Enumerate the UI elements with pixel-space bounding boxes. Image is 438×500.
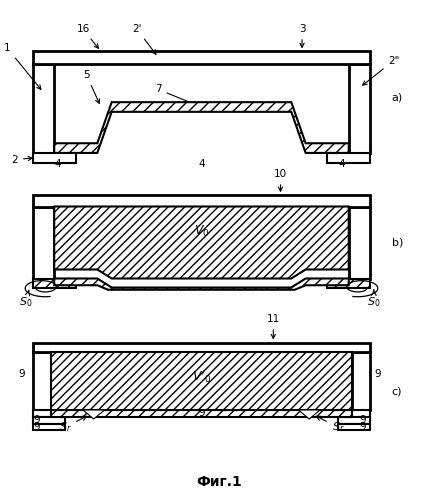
Bar: [338, 410, 370, 417]
Bar: [327, 278, 370, 287]
Bar: [33, 410, 65, 417]
Bar: [51, 352, 352, 410]
Text: $S_r$: $S_r$: [59, 416, 87, 434]
Bar: [33, 424, 65, 430]
Text: 2': 2': [132, 24, 156, 54]
Text: 5: 5: [83, 70, 99, 103]
Text: $S_r$: $S_r$: [316, 416, 344, 434]
Text: 10: 10: [274, 169, 287, 191]
Bar: [327, 153, 370, 162]
Text: $V_0$: $V_0$: [194, 224, 209, 239]
Text: 4: 4: [54, 160, 61, 170]
Text: 9: 9: [360, 422, 367, 432]
Bar: [352, 352, 370, 410]
Text: Фиг.1: Фиг.1: [196, 475, 242, 489]
Polygon shape: [54, 102, 349, 153]
Text: 2": 2": [363, 56, 399, 85]
Text: 2: 2: [11, 154, 32, 164]
Bar: [33, 64, 54, 153]
Bar: [33, 352, 51, 410]
Polygon shape: [54, 206, 349, 279]
Text: 9: 9: [33, 415, 39, 425]
Bar: [33, 278, 76, 287]
Bar: [349, 64, 370, 153]
Text: 11: 11: [267, 314, 280, 338]
Bar: [33, 342, 370, 351]
Bar: [33, 52, 370, 64]
Bar: [338, 417, 370, 424]
Text: 4: 4: [338, 160, 345, 170]
Text: b): b): [392, 238, 403, 248]
Text: 3: 3: [299, 24, 305, 48]
Bar: [33, 153, 76, 162]
Polygon shape: [298, 410, 320, 419]
Text: 9: 9: [19, 369, 25, 379]
Bar: [338, 424, 370, 430]
Text: 4: 4: [198, 160, 205, 170]
Text: $V'_0$: $V'_0$: [192, 368, 211, 384]
Text: 1: 1: [4, 44, 41, 90]
Polygon shape: [54, 278, 349, 290]
Bar: [33, 195, 370, 206]
Polygon shape: [83, 410, 105, 419]
Text: 9: 9: [374, 369, 381, 379]
Bar: [51, 410, 352, 417]
Text: c): c): [392, 387, 403, 397]
Text: 9: 9: [360, 415, 367, 425]
Text: 9: 9: [33, 422, 39, 432]
Bar: [33, 417, 65, 424]
Bar: [349, 206, 370, 279]
Text: 16: 16: [76, 24, 99, 48]
Text: a): a): [392, 92, 403, 102]
Text: $S_0$: $S_0$: [367, 290, 381, 310]
Text: $S_0$: $S_0$: [19, 290, 32, 310]
Text: 7: 7: [155, 84, 198, 106]
Bar: [33, 206, 54, 279]
Text: 9: 9: [198, 408, 205, 418]
